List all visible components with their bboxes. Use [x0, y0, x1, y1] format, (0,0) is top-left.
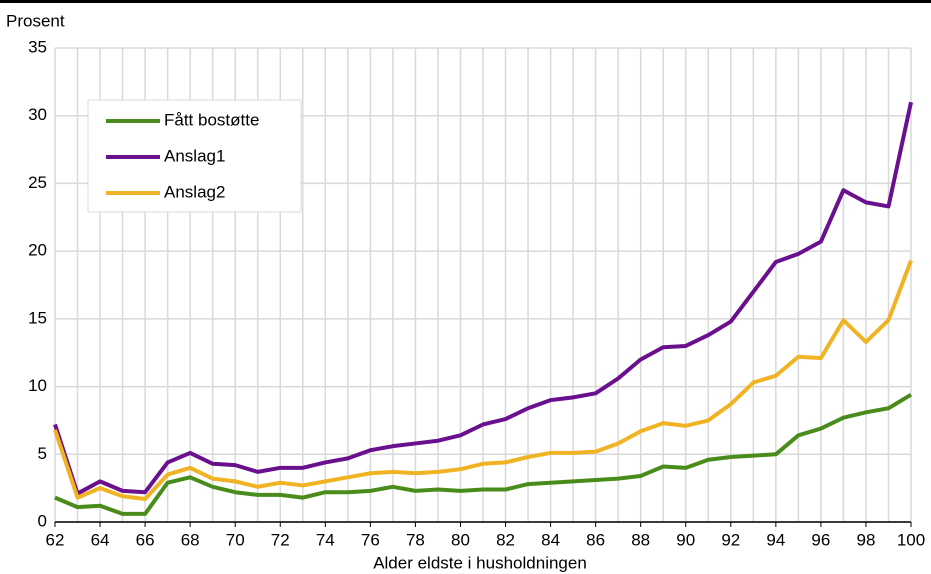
- x-tick-label: 88: [631, 530, 650, 549]
- y-tick-label: 15: [28, 308, 47, 327]
- x-tick-label: 70: [226, 530, 245, 549]
- x-tick-label: 72: [271, 530, 290, 549]
- y-tick-label: 10: [28, 376, 47, 395]
- legend: Fått bostøtte Anslag1 Anslag2: [87, 99, 302, 213]
- series-line: [53, 259, 913, 501]
- x-tick-label: 100: [897, 530, 925, 549]
- x-tick-label: 82: [496, 530, 515, 549]
- x-tick-label: 84: [541, 530, 560, 549]
- legend-label: Anslag1: [164, 146, 225, 165]
- y-tick-label: 0: [38, 511, 47, 530]
- x-tick-label: 86: [586, 530, 605, 549]
- top-border: [0, 0, 931, 3]
- y-axis-label: Prosent: [6, 11, 65, 30]
- x-tick-label: 92: [721, 530, 740, 549]
- x-tick-label: 94: [766, 530, 785, 549]
- x-tick-label: 80: [451, 530, 470, 549]
- x-axis-label: Alder eldste i husholdningen: [373, 553, 587, 572]
- lines: [53, 101, 913, 516]
- x-tick-label: 64: [91, 530, 110, 549]
- x-tick-label: 90: [676, 530, 695, 549]
- x-tick-label: 68: [181, 530, 200, 549]
- x-tick-label: 74: [316, 530, 335, 549]
- y-tick-label: 25: [28, 173, 47, 192]
- x-tick-label: 76: [361, 530, 380, 549]
- y-tick-label: 5: [38, 444, 47, 463]
- x-tick-label: 96: [811, 530, 830, 549]
- y-tick-label: 20: [28, 241, 47, 260]
- series-line: [53, 101, 913, 496]
- series-line: [54, 392, 913, 516]
- x-tick-label: 78: [406, 530, 425, 549]
- y-tick-label: 35: [28, 37, 47, 56]
- x-tick-label: 66: [136, 530, 155, 549]
- legend-label: Fått bostøtte: [164, 110, 259, 129]
- legend-label: Anslag2: [164, 182, 225, 201]
- y-tick-label: 30: [28, 105, 47, 124]
- x-tick-label: 98: [856, 530, 875, 549]
- x-tick-label: 62: [46, 530, 65, 549]
